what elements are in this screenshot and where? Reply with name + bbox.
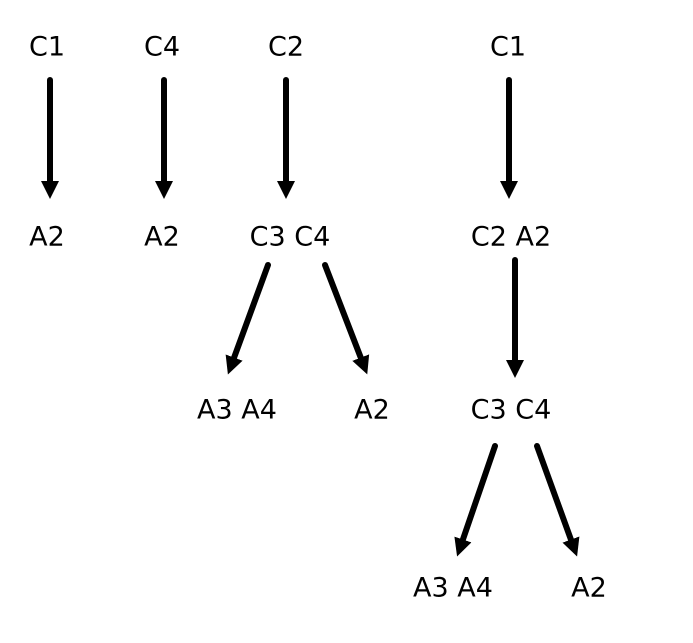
- node-t4-mid2: C3 C4: [470, 394, 552, 426]
- node-t2-leaf: A2: [144, 221, 180, 253]
- arrow-t4-mid2-to-t4-left: [454, 443, 498, 557]
- node-t4-mid1: C2 A2: [470, 221, 552, 253]
- node-t3-left: A3 A4: [197, 394, 277, 426]
- node-t1-leaf: A2: [29, 221, 65, 253]
- node-t1-root: C1: [28, 31, 66, 63]
- node-t4-left: A3 A4: [413, 572, 493, 604]
- arrow-t4-mid2-to-t4-right: [534, 443, 580, 557]
- arrow-t3-mid-to-t3-right: [322, 262, 370, 375]
- arrow-t3-mid-to-t3-left: [225, 262, 271, 375]
- node-t4-root: C1: [489, 31, 527, 63]
- node-t3-right: A2: [354, 394, 390, 426]
- node-t2-root: C4: [143, 31, 181, 63]
- node-t4-right: A2: [571, 572, 607, 604]
- node-t3-root: C2: [267, 31, 305, 63]
- node-t3-mid: C3 C4: [249, 221, 331, 253]
